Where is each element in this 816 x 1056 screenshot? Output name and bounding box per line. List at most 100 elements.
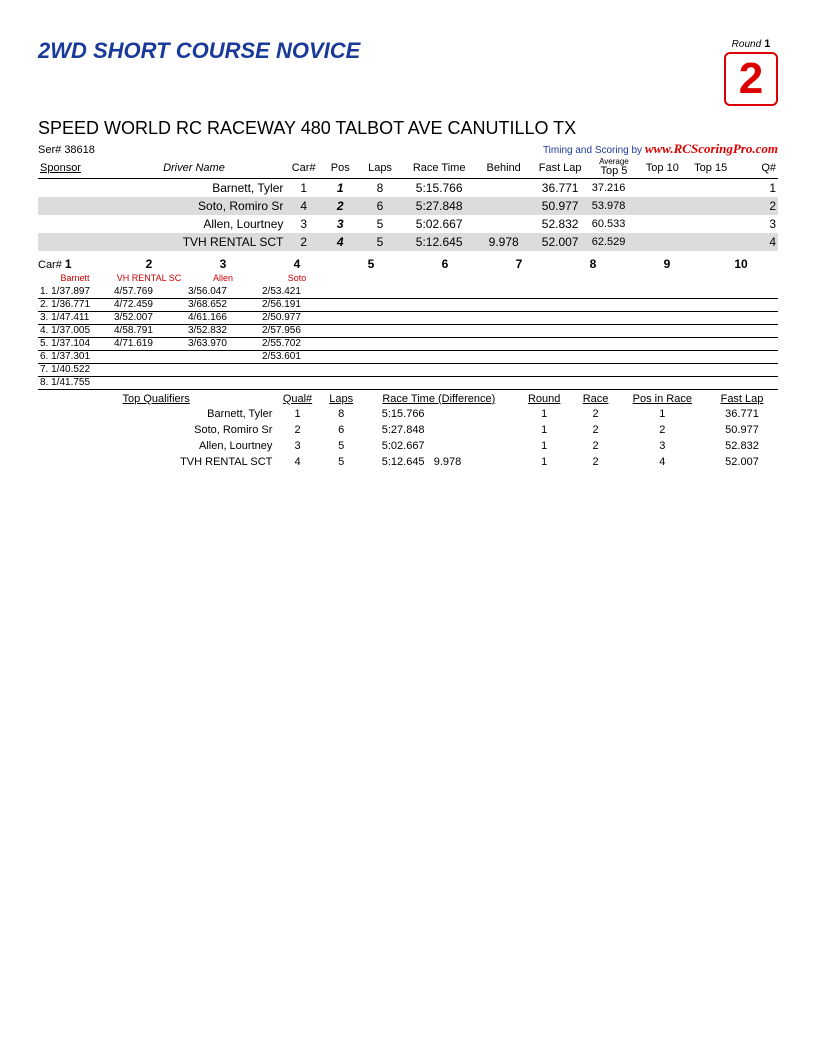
lap-cell (556, 376, 630, 389)
q-qual: 4 (274, 454, 320, 470)
lap-cell (704, 324, 778, 337)
qualifier-row: TVH RENTAL SCT455:12.645 9.97812452.007 (38, 454, 778, 470)
lap-driver-name (482, 273, 556, 285)
lap-cell (408, 350, 482, 363)
q-num: 1 (735, 179, 778, 198)
behind (477, 179, 531, 198)
race-time: 5:12.645 (402, 233, 477, 251)
lap-cell: 6. 1/37.301 (38, 350, 112, 363)
lap-cell (186, 363, 260, 376)
lap-col-header: 9 (630, 255, 704, 273)
lap-cell (408, 298, 482, 311)
behind (477, 215, 531, 233)
pos: 4 (322, 233, 359, 251)
q-pir: 3 (619, 438, 706, 454)
top5: 53.978 (590, 197, 638, 215)
lap-cell (556, 285, 630, 298)
pos: 2 (322, 197, 359, 215)
hdr-fastlap: Fast Lap (531, 157, 590, 179)
lap-cell (186, 350, 260, 363)
lap-cell: 5. 1/37.104 (38, 337, 112, 350)
results-row: Allen, Lourtney3355:02.66752.83260.5333 (38, 215, 778, 233)
lap-driver-name: Soto (260, 273, 334, 285)
lap-driver-name (556, 273, 630, 285)
lap-cell (556, 324, 630, 337)
lap-cell (630, 363, 704, 376)
lap-cell (630, 285, 704, 298)
venue-title: SPEED WORLD RC RACEWAY 480 TALBOT AVE CA… (38, 118, 778, 139)
lap-cell: 3/52.007 (112, 311, 186, 324)
lap-col-header: 8 (556, 255, 630, 273)
lap-cell (334, 324, 408, 337)
race-time: 5:02.667 (402, 215, 477, 233)
car-num: 4 (285, 197, 322, 215)
lap-cell (334, 311, 408, 324)
lap-driver-name: Allen (186, 273, 260, 285)
driver-name: TVH RENTAL SCT (103, 233, 286, 251)
hdr-top5: Average Top 5 (590, 157, 638, 179)
top10 (638, 197, 686, 215)
lap-cell (482, 311, 556, 324)
lap-cell: 3/63.970 (186, 337, 260, 350)
lap-cell: 2/57.956 (260, 324, 334, 337)
q-round: 1 (516, 422, 573, 438)
top15 (687, 233, 735, 251)
fast-lap: 52.007 (531, 233, 590, 251)
lap-col-header: 10 (704, 255, 778, 273)
class-title: 2WD SHORT COURSE NOVICE (38, 38, 360, 64)
q-fast: 52.007 (706, 454, 778, 470)
header-row: 2WD SHORT COURSE NOVICE Round 1 2 (38, 38, 778, 106)
fast-lap: 50.977 (531, 197, 590, 215)
lap-cell: 2/56.191 (260, 298, 334, 311)
qualifier-row: Allen, Lourtney355:02.66712352.832 (38, 438, 778, 454)
top15 (687, 179, 735, 198)
q-num: 4 (735, 233, 778, 251)
lap-cell (112, 363, 186, 376)
hdr-laps: Laps (359, 157, 402, 179)
driver-name: Soto, Romiro Sr (103, 197, 286, 215)
lap-driver-name: Barnett (38, 273, 112, 285)
laps: 5 (359, 233, 402, 251)
race-time: 5:15.766 (402, 179, 477, 198)
q-num: 2 (735, 197, 778, 215)
lap-cell: 2/55.702 (260, 337, 334, 350)
lap-cell (408, 363, 482, 376)
top5: 60.533 (590, 215, 638, 233)
qhdr-laps: Laps (321, 392, 362, 406)
qhdr-round: Round (516, 392, 573, 406)
q-rt: 5:02.667 (362, 438, 516, 454)
q-rt: 5:27.848 (362, 422, 516, 438)
lap-cell (482, 324, 556, 337)
car-num: 1 (285, 179, 322, 198)
q-pir: 2 (619, 422, 706, 438)
lap-cell: 4/71.619 (112, 337, 186, 350)
lap-driver-name (704, 273, 778, 285)
qualifier-row: Soto, Romiro Sr265:27.84812250.977 (38, 422, 778, 438)
top5: 62.529 (590, 233, 638, 251)
lap-cell (408, 337, 482, 350)
top15 (687, 215, 735, 233)
lap-cell (630, 350, 704, 363)
q-laps: 5 (321, 454, 362, 470)
qhdr-qual: Qual# (274, 392, 320, 406)
q-race: 2 (572, 422, 618, 438)
serial-number: 38618 (64, 144, 95, 156)
lap-cell: 7. 1/40.522 (38, 363, 112, 376)
lap-cell: 2. 1/36.771 (38, 298, 112, 311)
hdr-racetime: Race Time (402, 157, 477, 179)
behind (477, 197, 531, 215)
hdr-car: Car# (285, 157, 322, 179)
qhdr-pir: Pos in Race (619, 392, 706, 406)
pos: 3 (322, 215, 359, 233)
driver-name: Allen, Lourtney (103, 215, 286, 233)
lap-col-header: 2 (112, 255, 186, 273)
hdr-sponsor: Sponsor (38, 157, 103, 179)
laps: 6 (359, 197, 402, 215)
lap-col-header: 3 (186, 255, 260, 273)
scoring-url: www.RCScoringPro.com (645, 141, 778, 156)
lap-cell: 3. 1/47.411 (38, 311, 112, 324)
lap-cell (630, 298, 704, 311)
lap-cell (704, 376, 778, 389)
lap-cell: 3/68.652 (186, 298, 260, 311)
lap-cell: 3/56.047 (186, 285, 260, 298)
